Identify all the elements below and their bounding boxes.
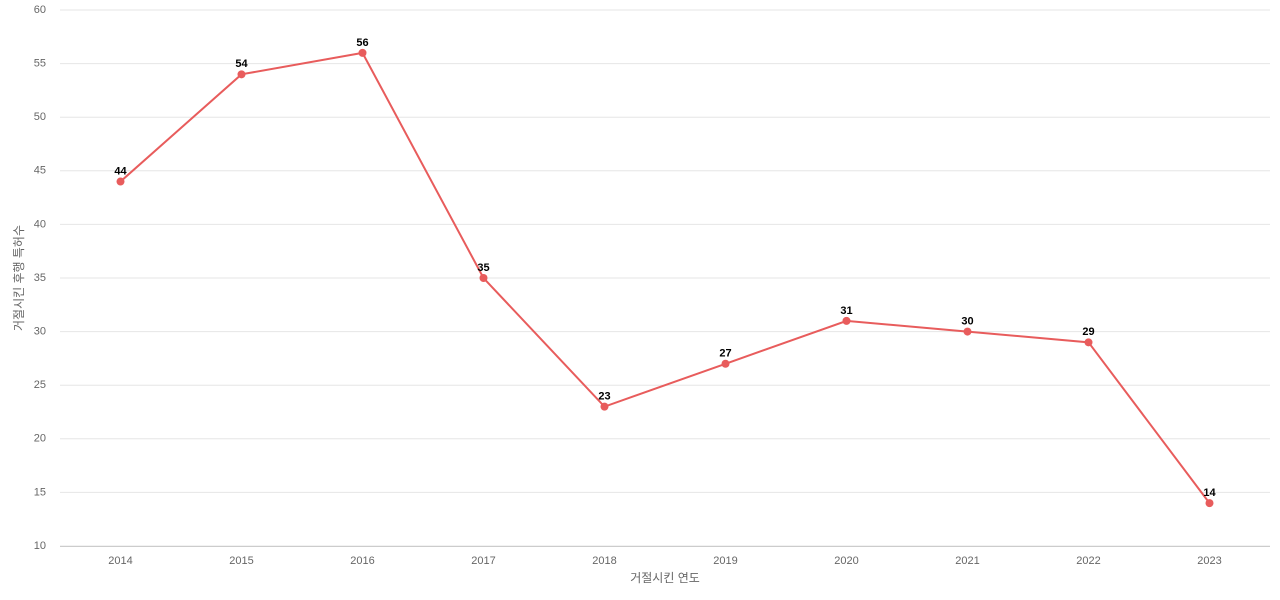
point	[116, 177, 125, 186]
point	[237, 70, 246, 79]
line	[119, 51, 1211, 504]
data-label: 27	[719, 348, 731, 360]
point	[1205, 499, 1214, 508]
x-axis-title: 거절시킨 연도	[630, 571, 700, 585]
point	[358, 48, 367, 57]
x-tick-label: 2023	[1197, 555, 1221, 567]
point	[842, 316, 851, 325]
data-label: 54	[235, 58, 248, 70]
x-tick-label: 2018	[592, 555, 616, 567]
data-label: 14	[1203, 487, 1216, 499]
data-label: 35	[477, 262, 489, 274]
x-tick-label: 2019	[713, 555, 737, 567]
data-label: 23	[598, 391, 610, 403]
x-tick-label: 2021	[955, 555, 979, 567]
x-tick-label: 2014	[108, 555, 132, 567]
data-label: 31	[840, 305, 852, 317]
y-tick-label: 35	[34, 272, 46, 284]
data-label: 56	[356, 37, 368, 49]
y-tick-label: 40	[34, 218, 46, 230]
x-tick-label: 2022	[1076, 555, 1100, 567]
y-tick-label: 30	[34, 326, 46, 338]
data-label: 29	[1082, 326, 1094, 338]
y-tick-label: 10	[34, 540, 46, 552]
point	[600, 402, 609, 411]
data-label: 44	[114, 165, 127, 177]
data-label: 30	[961, 316, 973, 328]
y-tick-label: 15	[34, 486, 46, 498]
y-tick-label: 50	[34, 111, 46, 123]
y-tick-label: 25	[34, 379, 46, 391]
x-tick-label: 2016	[350, 555, 374, 567]
y-tick-label: 55	[34, 58, 46, 70]
point	[479, 274, 488, 282]
y-tick-label: 20	[34, 433, 46, 445]
x-tick-label: 2020	[834, 555, 858, 567]
x-tick-label: 2017	[471, 555, 495, 567]
x-tick-label: 2015	[229, 555, 253, 567]
point	[963, 327, 972, 336]
y-tick-label: 60	[34, 4, 46, 16]
point	[721, 359, 730, 368]
point	[1084, 338, 1093, 347]
y-tick-label: 45	[34, 165, 46, 177]
y-axis-title: 거절시킨 후행 특허수	[11, 225, 26, 331]
